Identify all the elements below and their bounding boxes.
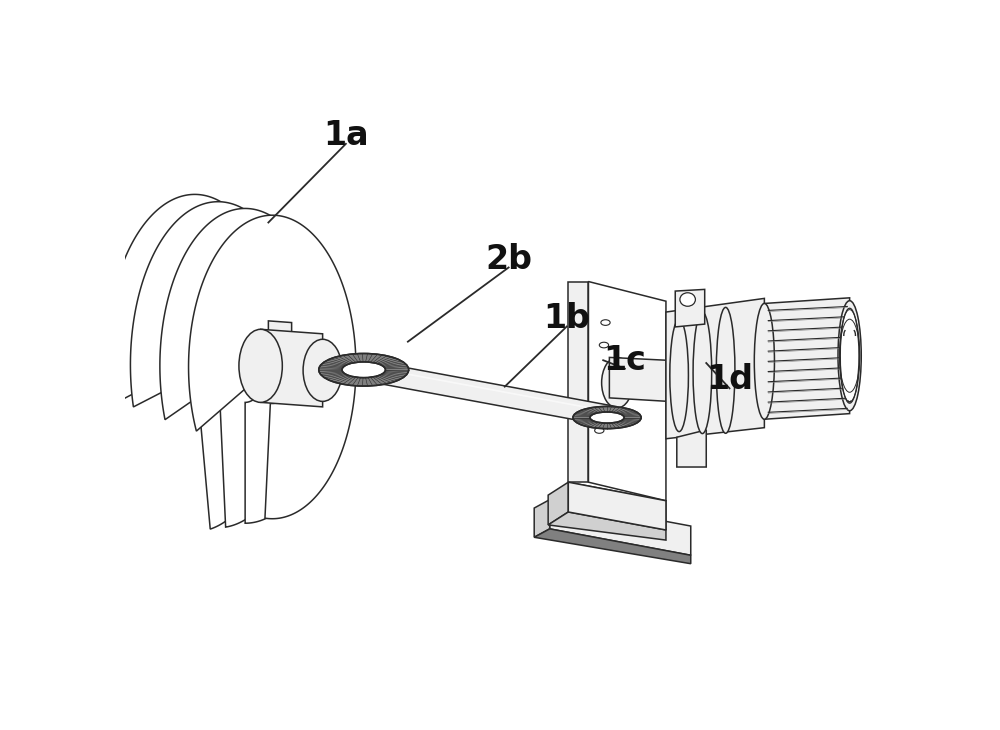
Ellipse shape [239, 329, 282, 402]
Ellipse shape [693, 312, 712, 434]
Ellipse shape [303, 339, 342, 402]
Polygon shape [568, 483, 666, 530]
Polygon shape [548, 512, 666, 540]
Ellipse shape [573, 407, 641, 429]
Polygon shape [106, 194, 284, 529]
Polygon shape [261, 329, 323, 407]
Ellipse shape [596, 405, 606, 411]
Polygon shape [130, 201, 306, 527]
Polygon shape [268, 321, 292, 356]
Polygon shape [675, 289, 705, 327]
Polygon shape [550, 499, 691, 556]
Text: 1c: 1c [603, 344, 646, 377]
Ellipse shape [599, 342, 609, 348]
Ellipse shape [352, 360, 371, 380]
Polygon shape [677, 430, 706, 467]
Ellipse shape [319, 353, 409, 386]
Ellipse shape [601, 320, 610, 326]
Ellipse shape [595, 428, 604, 434]
Ellipse shape [754, 304, 774, 419]
Ellipse shape [590, 412, 624, 423]
Ellipse shape [606, 408, 621, 425]
Polygon shape [588, 282, 666, 501]
Polygon shape [764, 298, 850, 419]
Text: 1d: 1d [706, 364, 753, 396]
Polygon shape [568, 483, 666, 530]
Ellipse shape [838, 301, 861, 411]
Polygon shape [609, 358, 666, 402]
Polygon shape [534, 529, 691, 564]
Ellipse shape [716, 307, 735, 434]
Polygon shape [189, 215, 356, 519]
Polygon shape [358, 360, 617, 426]
Polygon shape [534, 499, 550, 537]
Polygon shape [160, 209, 330, 523]
Polygon shape [666, 299, 764, 439]
Ellipse shape [342, 362, 385, 377]
Polygon shape [568, 282, 588, 483]
Text: 1b: 1b [543, 301, 590, 334]
Text: 1a: 1a [323, 119, 369, 152]
Ellipse shape [840, 308, 859, 403]
Ellipse shape [670, 319, 688, 431]
Ellipse shape [602, 358, 633, 408]
Ellipse shape [680, 293, 695, 307]
Text: 2b: 2b [485, 242, 532, 275]
Polygon shape [548, 483, 568, 525]
